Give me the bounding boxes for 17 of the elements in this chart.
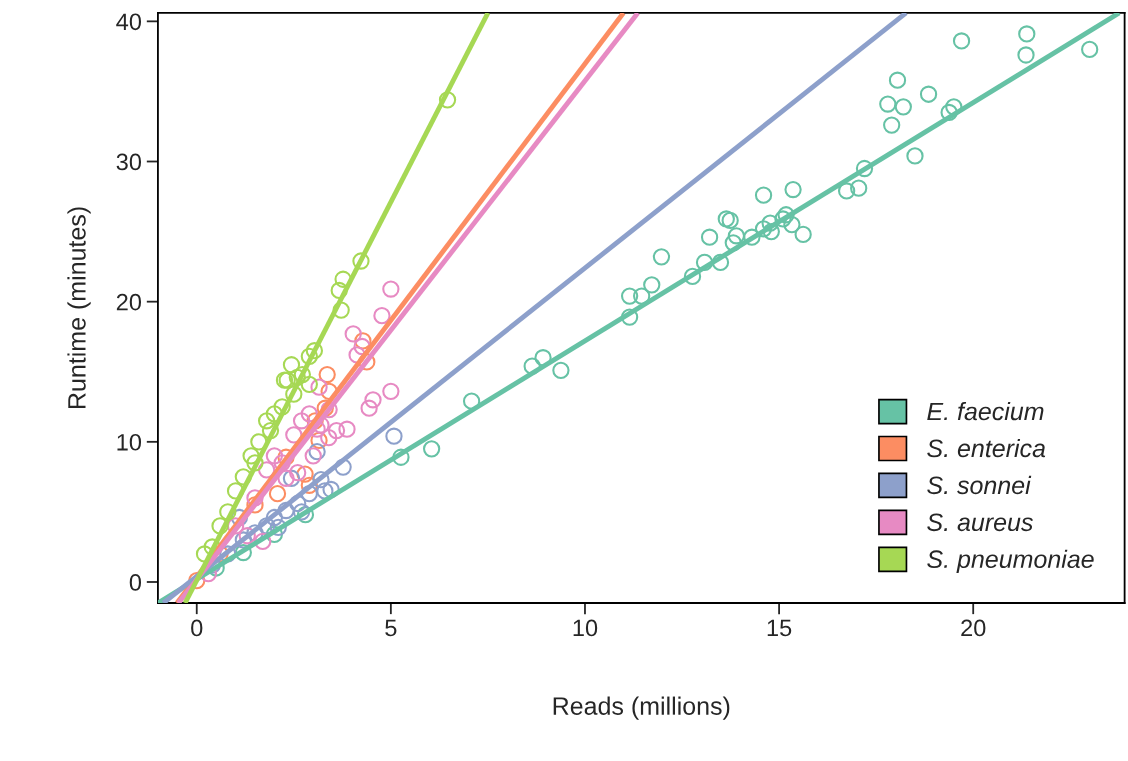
y-tick-label: 40 xyxy=(116,13,142,31)
legend-label: S. enterica xyxy=(927,438,1046,458)
x-tick-label: 5 xyxy=(385,619,397,637)
x-tick-label: 10 xyxy=(573,619,598,637)
y-tick-label: 0 xyxy=(129,574,142,591)
legend-label: E. faecium xyxy=(927,401,1044,421)
legend-label: S. aureus xyxy=(927,513,1033,532)
x-tick-label: 20 xyxy=(961,619,986,637)
y-tick-label: 30 xyxy=(116,153,142,171)
y-tick-label: 20 xyxy=(116,293,142,311)
y-tick-label: 10 xyxy=(117,433,142,451)
x-axis-title: Reads (millions) xyxy=(553,696,730,720)
legend-label: S. pneumoniae xyxy=(927,549,1094,574)
x-tick-label: 15 xyxy=(767,619,792,637)
legend-label: S. sonnei xyxy=(927,475,1032,495)
y-axis-title: Runtime (minutes) xyxy=(67,207,91,409)
x-tick-label: 0 xyxy=(191,619,203,637)
